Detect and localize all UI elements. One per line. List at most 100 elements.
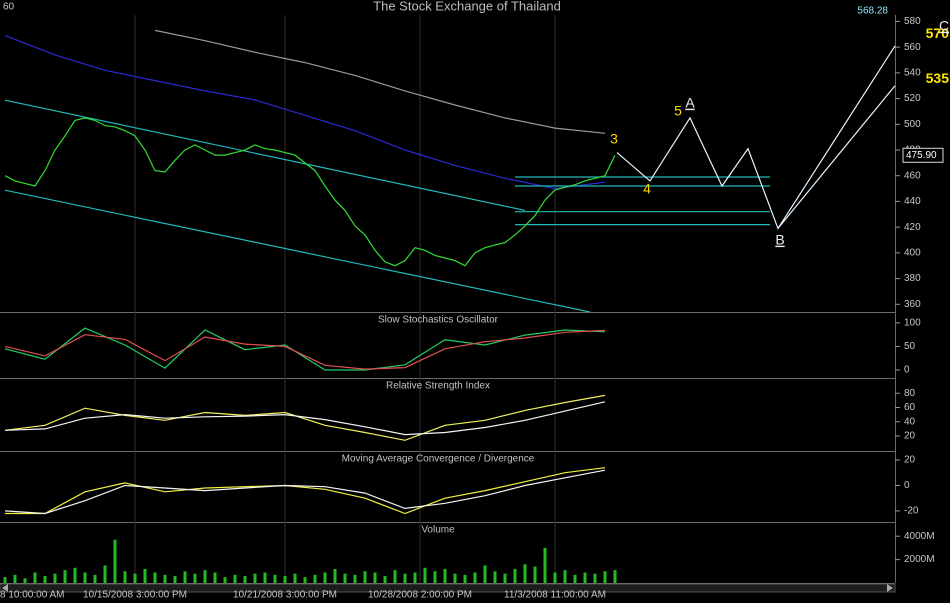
volume-bar — [43, 575, 47, 583]
chart-title: The Stock Exchange of Thailand — [373, 0, 561, 13]
volume-bar — [133, 573, 137, 583]
y-tick-label: 500 — [904, 119, 921, 130]
wave-label: C — [939, 18, 949, 34]
volume-bar — [213, 572, 217, 583]
volume-bar — [473, 572, 477, 583]
volume-bar — [293, 573, 297, 583]
volume-bar — [343, 573, 347, 583]
y-tick-label: 460 — [904, 170, 921, 181]
wave-label: A — [685, 95, 695, 111]
volume-bar — [233, 574, 237, 583]
panel-title: Volume — [421, 525, 455, 536]
volume-bar — [443, 568, 447, 583]
volume-bar — [553, 572, 557, 583]
last-price-box — [902, 147, 944, 163]
volume-bar — [13, 574, 17, 583]
series-line — [4, 401, 606, 436]
y-tick-label: 360 — [904, 299, 921, 310]
volume-bar — [353, 574, 357, 583]
x-tick-label: 10/28/2008 2:00:00 PM — [368, 590, 472, 601]
x-tick-label: 10/21/2008 3:00:00 PM — [233, 590, 337, 601]
scroll-left[interactable] — [2, 584, 8, 592]
volume-bar — [93, 574, 97, 583]
y-tick-label: 60 — [904, 402, 916, 413]
y-tick-label: 0 — [904, 365, 910, 376]
volume-bar — [53, 573, 57, 583]
wave-label: 4 — [643, 181, 651, 197]
volume-bar — [313, 574, 317, 583]
last-price-label: 475.90 — [906, 150, 937, 161]
volume-bar — [523, 564, 527, 583]
volume-bar — [513, 568, 517, 583]
volume-bar — [83, 572, 87, 583]
y-tick-label: 50 — [904, 341, 916, 352]
series-line — [4, 117, 616, 267]
window-label: 60 — [3, 2, 15, 13]
series-line — [4, 35, 606, 190]
volume-bar — [613, 570, 617, 583]
panel-title: Slow Stochastics Oscillator — [378, 315, 499, 326]
y-tick-label: 40 — [904, 416, 916, 427]
series-line — [4, 329, 606, 370]
volume-bar — [583, 572, 587, 583]
volume-bar — [283, 575, 287, 583]
series-line — [4, 189, 591, 313]
volume-bar — [463, 574, 467, 583]
volume-bar — [413, 572, 417, 583]
y-tick-label: 380 — [904, 273, 921, 284]
volume-bar — [223, 577, 227, 583]
y-tick-label: 540 — [904, 67, 921, 78]
y-tick-label: 20 — [904, 431, 916, 442]
series-line — [5, 467, 606, 515]
y-tick-label: 420 — [904, 222, 921, 233]
series-line — [4, 469, 606, 515]
y-tick-label: 580 — [904, 16, 921, 27]
volume-bar — [3, 577, 7, 583]
volume-bar — [573, 574, 577, 583]
y-tick-label: 400 — [904, 247, 921, 258]
wave-label: 3 — [610, 131, 618, 147]
y-tick-label: 440 — [904, 196, 921, 207]
y-tick-label: 20 — [904, 455, 916, 466]
target-label: 570 — [926, 25, 950, 41]
volume-bar — [253, 573, 257, 583]
volume-bar — [123, 571, 127, 583]
wave-label: B — [775, 232, 784, 248]
volume-bar — [503, 573, 507, 583]
wave-label: 5 — [674, 103, 682, 119]
volume-bar — [433, 571, 437, 583]
volume-bar — [173, 575, 177, 583]
volume-bar — [153, 572, 157, 583]
volume-bar — [33, 572, 37, 583]
volume-bar — [273, 574, 277, 583]
volume-bar — [483, 565, 487, 583]
target-label: 535 — [926, 70, 950, 86]
volume-bar — [143, 568, 147, 583]
volume-bar — [383, 575, 387, 583]
x-tick-label: 8 10:00:00 AM — [0, 590, 65, 601]
volume-bar — [403, 573, 407, 583]
volume-bar — [363, 571, 367, 583]
x-tick-label: 10/15/2008 3:00:00 PM — [83, 590, 187, 601]
volume-bar — [23, 578, 27, 583]
x-tick-label: 11/3/2008 11:00:00 AM — [504, 590, 606, 601]
volume-bar — [63, 570, 67, 583]
volume-bar — [323, 572, 327, 583]
volume-bar — [193, 573, 197, 583]
series-line — [154, 29, 606, 134]
scroll-right[interactable] — [887, 584, 893, 592]
volume-bar — [493, 571, 497, 583]
y-tick-label: 4000M — [904, 531, 935, 542]
volume-bar — [593, 573, 597, 583]
volume-bar — [303, 577, 307, 583]
y-tick-label: 100 — [904, 318, 921, 329]
volume-bar — [603, 571, 607, 583]
header-value: 568.28 — [857, 6, 888, 17]
volume-bar — [453, 573, 457, 583]
y-tick-label: 2000M — [904, 554, 935, 565]
volume-bar — [113, 539, 117, 583]
volume-bar — [423, 567, 427, 583]
volume-bar — [333, 568, 337, 583]
